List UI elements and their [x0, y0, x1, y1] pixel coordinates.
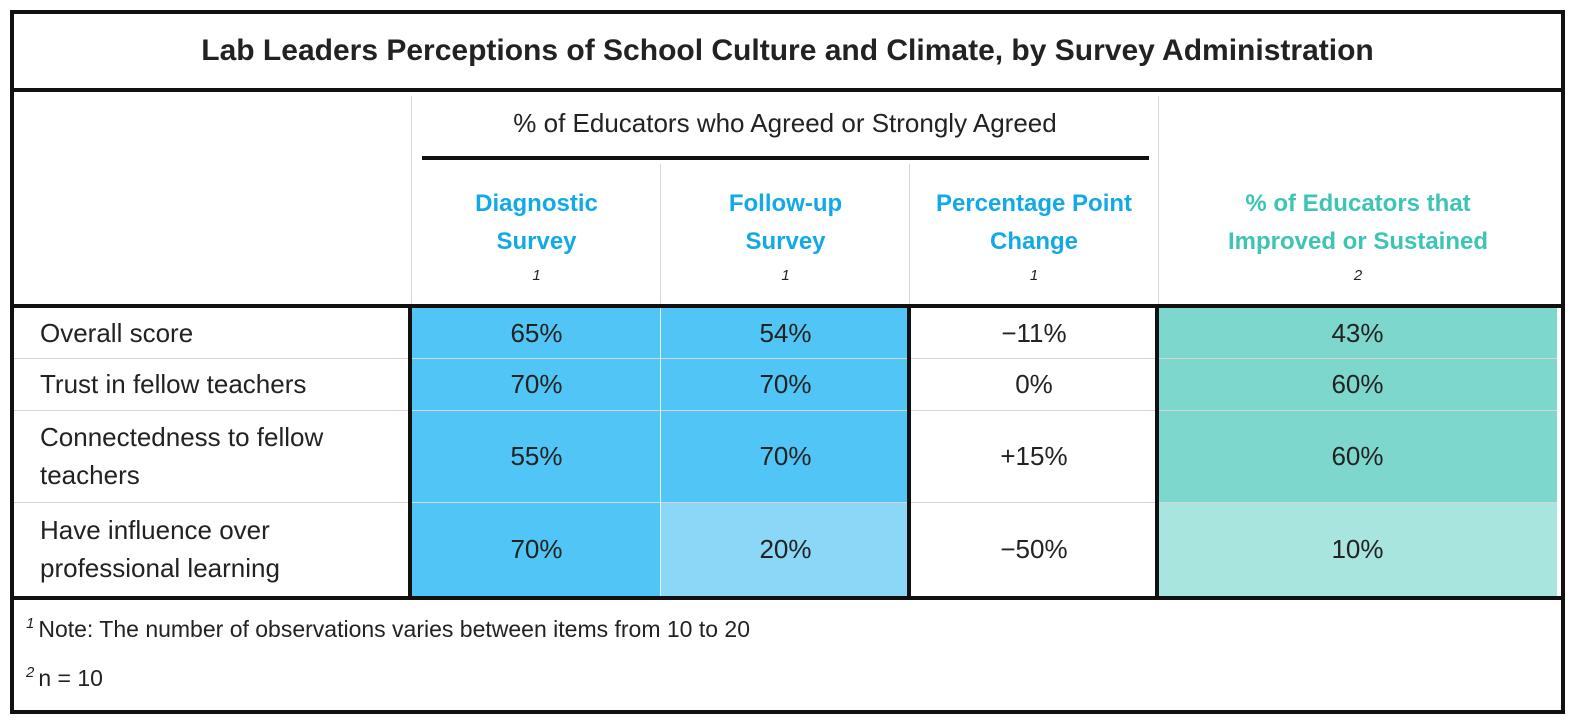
col-header-improved-line1: % of Educators that	[1245, 189, 1471, 217]
col-header-diagnostic-line1: Diagnostic	[475, 189, 598, 217]
spanning-header-label: % of Educators who Agreed or Strongly Ag…	[513, 107, 1057, 138]
cell-improved: 43%	[1158, 308, 1557, 358]
table-body: Overall score 65% 54% −11% 43% Trust in …	[14, 308, 1561, 596]
cell-followup: 70%	[661, 358, 910, 410]
cell-diagnostic: 70%	[412, 358, 661, 410]
row-label-connectedness: Connectedness to fellow teachers	[40, 422, 324, 490]
cell-change: −11%	[1001, 317, 1067, 348]
cell-change: −50%	[1000, 533, 1068, 564]
col-header-improved-footnote: 2	[1353, 266, 1363, 284]
footnote-1: 1 Note: The number of observations varie…	[14, 606, 1554, 652]
cell-change: +15%	[1000, 440, 1068, 471]
footnote-2-marker: 2	[26, 663, 35, 681]
row-divider	[14, 358, 1557, 359]
spanning-header: % of Educators who Agreed or Strongly Ag…	[412, 92, 1158, 154]
cell-followup: 70%	[661, 410, 910, 502]
cell-improved: 60%	[1158, 410, 1557, 502]
cell-diagnostic: 65%	[412, 308, 661, 358]
header-divider	[1158, 96, 1159, 304]
table-title: Lab Leaders Perceptions of School Cultur…	[14, 14, 1561, 92]
col-header-followup: Follow-up Survey 1	[661, 164, 910, 304]
col-header-change: Percentage Point Change 1	[910, 164, 1158, 304]
col-header-change-line1: Percentage Point	[935, 189, 1133, 217]
footnote-1-text: Note: The number of observations varies …	[38, 615, 751, 642]
col-header-diagnostic-footnote: 1	[532, 266, 541, 284]
body-bottom-border	[14, 596, 1561, 600]
col-header-change-line2: Change	[989, 227, 1078, 255]
col-divider	[660, 308, 661, 596]
col-header-followup-line1: Follow-up	[728, 189, 843, 217]
col-header-change-footnote: 1	[1029, 266, 1039, 284]
body-border	[907, 308, 911, 596]
cell-improved: 10%	[1158, 502, 1557, 596]
header-divider	[660, 164, 661, 304]
row-label-trust: Trust in fellow teachers	[40, 369, 307, 399]
footnote-2: 2 n = 10	[14, 655, 1554, 701]
col-header-followup-line2: Survey	[745, 227, 826, 255]
cell-improved: 60%	[1158, 358, 1557, 410]
header-bottom-border	[14, 304, 1561, 308]
cell-diagnostic: 55%	[412, 410, 661, 502]
col-header-followup-footnote: 1	[781, 266, 790, 284]
col-header-diagnostic-line2: Survey	[496, 227, 577, 255]
col-header-improved: % of Educators that Improved or Sustaine…	[1159, 164, 1557, 304]
footnote-1-marker: 1	[26, 614, 35, 632]
row-divider	[14, 410, 1557, 411]
table-frame: Lab Leaders Perceptions of School Cultur…	[10, 10, 1565, 714]
row-label-influence: Have influence over professional learnin…	[40, 515, 280, 583]
cell-change: 0%	[1015, 368, 1053, 399]
body-border	[408, 308, 412, 596]
header-divider	[411, 96, 412, 304]
cell-followup: 54%	[661, 308, 910, 358]
cell-followup: 20%	[661, 502, 910, 596]
cell-diagnostic: 70%	[412, 502, 661, 596]
header-divider	[909, 164, 910, 304]
col-header-improved-line2: Improved or Sustained	[1227, 227, 1489, 255]
spanning-header-underline	[422, 156, 1149, 160]
row-label-overall-score: Overall score	[40, 318, 194, 348]
col-header-diagnostic: Diagnostic Survey 1	[412, 164, 661, 304]
row-divider	[14, 502, 1557, 503]
footnote-2-text: n = 10	[38, 664, 103, 691]
body-border	[1155, 308, 1159, 596]
